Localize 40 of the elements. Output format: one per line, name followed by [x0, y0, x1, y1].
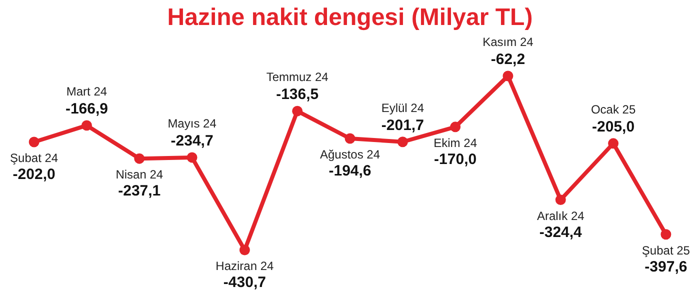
- data-label: -237,1: [118, 182, 161, 200]
- point: [502, 70, 514, 82]
- point: [344, 133, 356, 144]
- x-tick-label: Eylül 24: [381, 100, 424, 115]
- data-label: -205,0: [592, 118, 635, 136]
- data-label: -234,7: [170, 132, 214, 150]
- x-tick-label: Şubat 24: [10, 151, 58, 166]
- point: [81, 120, 92, 131]
- data-label: -324,4: [539, 224, 583, 241]
- chart-title: Hazine nakit dengesi (Milyar TL): [167, 4, 533, 31]
- point: [450, 122, 461, 132]
- point: [134, 153, 145, 164]
- x-tick-label: Mart 24: [66, 84, 108, 98]
- x-tick-label: Nisan 24: [116, 168, 164, 182]
- data-label: -397,6: [644, 258, 688, 276]
- data-label: -136,5: [276, 86, 319, 104]
- x-tick-label: Mayıs 24: [168, 116, 217, 130]
- x-tick-label: Ocak 25: [590, 102, 636, 116]
- x-tick-label: Ağustos 24: [320, 148, 380, 162]
- data-label: -430,7: [223, 274, 266, 291]
- point: [608, 138, 619, 149]
- x-tick-label: Ekim 24: [434, 136, 478, 150]
- data-label: -62,2: [490, 51, 526, 68]
- point: [397, 136, 408, 148]
- x-tick-label: Şubat 25: [642, 243, 690, 258]
- point: [239, 244, 250, 256]
- data-label: -166,9: [65, 100, 108, 118]
- data-label: -201,7: [381, 116, 424, 134]
- x-tick-label: Haziran 24: [216, 259, 274, 273]
- point: [660, 229, 672, 240]
- point: [186, 152, 198, 163]
- point: [555, 194, 566, 206]
- point: [28, 136, 40, 148]
- data-label: -202,0: [12, 166, 56, 184]
- data-label: -170,0: [434, 150, 477, 168]
- x-tick-label: Kasım 24: [482, 35, 534, 49]
- x-tick-label: Aralık 24: [536, 208, 585, 223]
- x-tick-label: Temmuz 24: [266, 70, 329, 84]
- data-label: -194,6: [328, 162, 372, 180]
- point: [292, 106, 303, 116]
